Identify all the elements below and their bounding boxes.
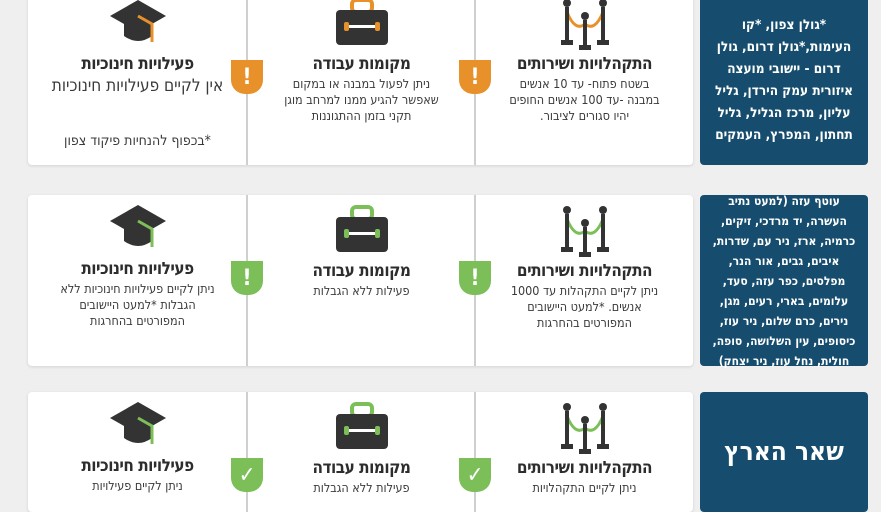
exclamation-icon: ! [231, 261, 263, 295]
education-title: פעילויות חינוכיות [81, 54, 194, 74]
education-icon [108, 0, 168, 56]
work-title: מקומות עבודה [312, 261, 411, 281]
gatherings-column: התקהלויות ושירותים ניתן לקיים התקהלות עד… [476, 195, 693, 366]
work-column: מקומות עבודה פעילות ללא הגבלות [248, 195, 475, 366]
education-text: ניתן לקיים פעילויות חינוכיות ללא הגבלות … [60, 281, 215, 328]
work-text: פעילות ללא הגבלות [313, 480, 410, 495]
checkmark-icon: ✓ [231, 458, 263, 492]
work-column: מקומות עבודה פעילות ללא הגבלות [248, 392, 475, 512]
education-title: פעילויות חינוכיות [81, 259, 194, 279]
gatherings-icon [557, 402, 613, 458]
gatherings-text: ניתן לקיים התקהלויות [532, 480, 637, 495]
exclamation-icon: ! [459, 60, 491, 94]
exclamation-icon: ! [459, 261, 491, 295]
education-column: פעילויות חינוכיות ניתן לקיים פעילויות [28, 392, 247, 512]
gatherings-icon [557, 205, 613, 261]
gatherings-title: התקהלויות ושירותים [516, 54, 653, 74]
work-title: מקומות עבודה [312, 458, 411, 478]
work-icon [335, 205, 389, 257]
row-card: פעילויות חינוכיות ניתן לקיים פעילויות חי… [28, 195, 693, 366]
row-card: פעילויות חינוכיות אין לקיים פעילויות חינ… [28, 0, 693, 165]
gatherings-title: התקהלויות ושירותים [516, 458, 653, 478]
row-card: פעילויות חינוכיות ניתן לקיים פעילויות מק… [28, 392, 693, 512]
education-text: אין לקיים פעילויות חינוכיות [51, 76, 224, 96]
work-text: ניתן לפעול במבנה או במקום שאפשר להגיע ממ… [284, 76, 439, 123]
education-icon [108, 400, 168, 458]
education-column: פעילויות חינוכיות אין לקיים פעילויות חינ… [28, 0, 247, 165]
education-text: ניתן לקיים פעילויות [92, 478, 183, 493]
column-divider [246, 392, 248, 512]
column-divider [474, 392, 476, 512]
work-icon [335, 0, 389, 50]
gatherings-icon [557, 0, 613, 54]
region-label: *גולן צפון, *קו העימות,*גולן דרום, גולן … [700, 0, 868, 165]
gatherings-title: התקהלויות ושירותים [516, 261, 653, 281]
region-label: שאר הארץ [700, 392, 868, 512]
work-column: מקומות עבודה ניתן לפעול במבנה או במקום ש… [248, 0, 475, 165]
gatherings-column: התקהלויות ושירותים בשטח פתוח- עד 10 אנשי… [476, 0, 693, 165]
region-label: עוטף עזה (למעט נתיב העשרה, יד מרדכי, זיק… [700, 194, 868, 368]
education-note: *בכפוף להנחיות פיקוד צפון [64, 133, 211, 149]
education-icon [108, 203, 168, 261]
exclamation-icon: ! [231, 60, 263, 94]
gatherings-column: התקהלויות ושירותים ניתן לקיים התקהלויות [476, 392, 693, 512]
work-text: פעילות ללא הגבלות [313, 283, 410, 298]
gatherings-text: ניתן לקיים התקהלות עד 1000 אנשים. *למעט … [510, 283, 659, 330]
work-title: מקומות עבודה [312, 54, 411, 74]
education-column: פעילויות חינוכיות ניתן לקיים פעילויות חי… [28, 195, 247, 366]
gatherings-text: בשטח פתוח- עד 10 אנשים במבנה -עד 100 אנש… [509, 76, 660, 123]
education-title: פעילויות חינוכיות [81, 456, 194, 476]
checkmark-icon: ✓ [459, 458, 491, 492]
work-icon [335, 402, 389, 454]
